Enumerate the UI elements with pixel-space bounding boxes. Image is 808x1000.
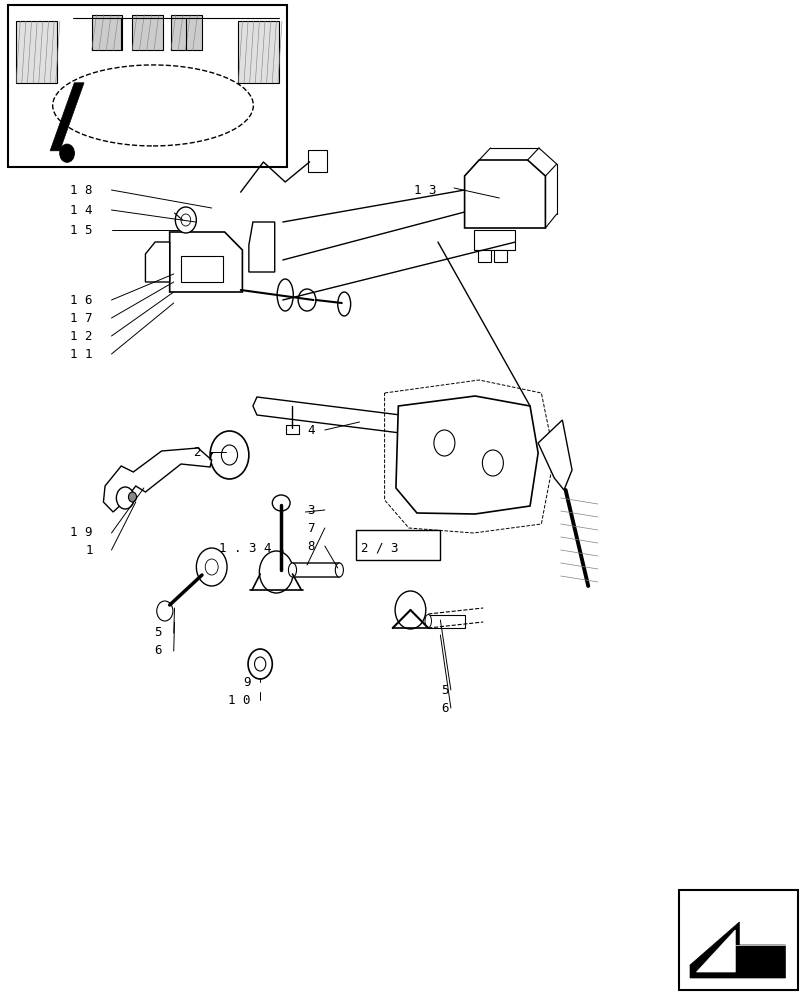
Bar xyxy=(478,250,491,262)
Bar xyxy=(171,15,202,50)
Bar xyxy=(92,15,123,50)
Ellipse shape xyxy=(425,614,431,628)
Circle shape xyxy=(248,649,272,679)
Polygon shape xyxy=(696,930,735,972)
Text: 3: 3 xyxy=(308,504,315,516)
Ellipse shape xyxy=(272,495,290,511)
Text: 2: 2 xyxy=(193,446,200,458)
Polygon shape xyxy=(690,922,785,978)
Bar xyxy=(308,150,327,172)
Polygon shape xyxy=(465,160,545,228)
Bar xyxy=(8,5,287,167)
Polygon shape xyxy=(170,232,242,292)
Circle shape xyxy=(395,591,426,629)
Circle shape xyxy=(157,601,173,621)
Polygon shape xyxy=(396,396,538,514)
Circle shape xyxy=(255,657,266,671)
Bar xyxy=(474,230,515,250)
Circle shape xyxy=(116,487,134,509)
Polygon shape xyxy=(292,563,341,577)
Circle shape xyxy=(482,450,503,476)
Text: 1 3: 1 3 xyxy=(414,184,436,196)
Bar xyxy=(679,890,798,990)
Text: 1: 1 xyxy=(86,544,93,556)
Circle shape xyxy=(221,445,238,465)
Polygon shape xyxy=(253,397,440,437)
Circle shape xyxy=(181,214,191,226)
Text: 1 1: 1 1 xyxy=(70,348,93,360)
Polygon shape xyxy=(145,242,170,282)
Text: 9: 9 xyxy=(243,676,250,688)
Polygon shape xyxy=(238,21,279,83)
Polygon shape xyxy=(428,615,465,628)
Text: 6: 6 xyxy=(154,645,162,658)
Circle shape xyxy=(434,430,455,456)
Bar xyxy=(132,15,162,50)
Text: 8: 8 xyxy=(308,540,315,552)
Text: 1 7: 1 7 xyxy=(70,312,93,324)
Bar xyxy=(356,530,440,560)
Text: 1 2: 1 2 xyxy=(70,330,93,342)
Circle shape xyxy=(205,559,218,575)
Text: 1 0: 1 0 xyxy=(228,694,250,706)
Text: 1 6: 1 6 xyxy=(70,294,93,306)
Text: 1 4: 1 4 xyxy=(70,204,93,217)
Text: 1 5: 1 5 xyxy=(70,224,93,236)
Text: 1 9: 1 9 xyxy=(70,526,93,540)
Circle shape xyxy=(298,289,316,311)
Polygon shape xyxy=(16,21,57,83)
Circle shape xyxy=(128,492,137,502)
Polygon shape xyxy=(50,83,84,151)
Text: 4: 4 xyxy=(308,424,315,436)
Text: 5: 5 xyxy=(441,684,448,696)
Polygon shape xyxy=(249,222,275,272)
Polygon shape xyxy=(103,448,212,512)
Circle shape xyxy=(259,551,293,593)
Circle shape xyxy=(60,144,74,162)
Bar xyxy=(286,425,299,434)
Circle shape xyxy=(196,548,227,586)
Text: 1 . 3 4 .: 1 . 3 4 . xyxy=(219,542,287,554)
Text: 5: 5 xyxy=(154,626,162,640)
Ellipse shape xyxy=(277,279,293,311)
Bar xyxy=(181,256,223,282)
Circle shape xyxy=(210,431,249,479)
Text: 7: 7 xyxy=(308,522,315,534)
Text: 6: 6 xyxy=(441,702,448,714)
Text: 1 8: 1 8 xyxy=(70,184,93,196)
Bar xyxy=(494,250,507,262)
Ellipse shape xyxy=(338,292,351,316)
Ellipse shape xyxy=(288,563,297,577)
Text: 2 / 3: 2 / 3 xyxy=(361,542,398,554)
Polygon shape xyxy=(538,420,572,490)
Circle shape xyxy=(175,207,196,233)
Ellipse shape xyxy=(335,563,343,577)
